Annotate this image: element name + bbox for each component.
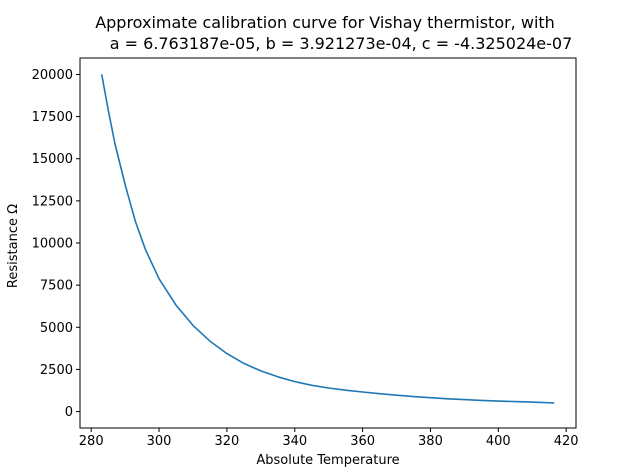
axes-frame (79, 57, 577, 429)
x-tick-label: 420 (554, 434, 579, 449)
y-tick-label: 10000 (32, 237, 73, 252)
y-tick-label: 12500 (32, 194, 73, 209)
x-axis-ticks: 280 300 320 340 360 380 400 420 (79, 428, 579, 449)
x-tick-label: 300 (147, 434, 172, 449)
series-layer (100, 74, 555, 404)
y-tick-label: 15000 (32, 152, 73, 167)
x-axis-label: Absolute Temperature (256, 453, 399, 468)
x-tick-label: 280 (79, 434, 104, 449)
chart-title: Approximate calibration curve for Vishay… (95, 13, 555, 32)
y-axis-label: Resistance Ω (6, 204, 21, 288)
x-tick-label: 360 (350, 434, 375, 449)
chart-subtitle: a = 6.763187e-05, b = 3.921273e-04, c = … (110, 34, 573, 53)
y-tick-label: 0 (65, 405, 73, 420)
y-axis-ticks: 0 2500 5000 7500 10000 12500 15000 17500 20000 (32, 68, 80, 420)
x-tick-label: 400 (486, 434, 511, 449)
y-tick-label: 20000 (32, 68, 73, 83)
x-tick-label: 320 (214, 434, 239, 449)
x-tick-label: 340 (282, 434, 307, 449)
y-tick-label: 5000 (40, 321, 73, 336)
series-line-0 (100, 74, 555, 404)
y-tick-label: 2500 (40, 363, 73, 378)
y-tick-label: 17500 (32, 110, 73, 125)
y-tick-label: 7500 (40, 279, 73, 294)
x-tick-label: 380 (418, 434, 443, 449)
